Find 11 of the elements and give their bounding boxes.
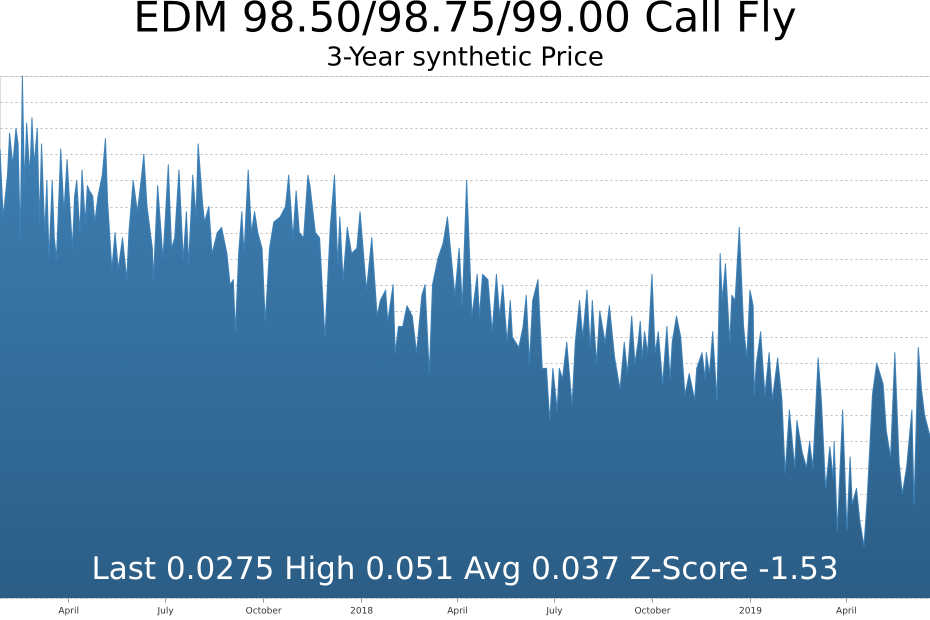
x-tick-label: April xyxy=(836,606,857,616)
x-tick-label: October xyxy=(246,606,282,616)
chart-subtitle: 3-Year synthetic Price xyxy=(326,42,604,72)
x-tick-label: 2019 xyxy=(739,606,762,616)
x-tick-label: April xyxy=(58,606,79,616)
x-tick-label: 2018 xyxy=(350,606,374,616)
x-tick-label: October xyxy=(634,606,671,616)
annotation: Last 0.0275 High 0.051 Avg 0.037 Z-Score -1.53 xyxy=(91,551,839,587)
x-tick-label: July xyxy=(545,606,564,616)
x-tick-label: April xyxy=(447,606,468,616)
x-tick-label: July xyxy=(156,606,174,616)
